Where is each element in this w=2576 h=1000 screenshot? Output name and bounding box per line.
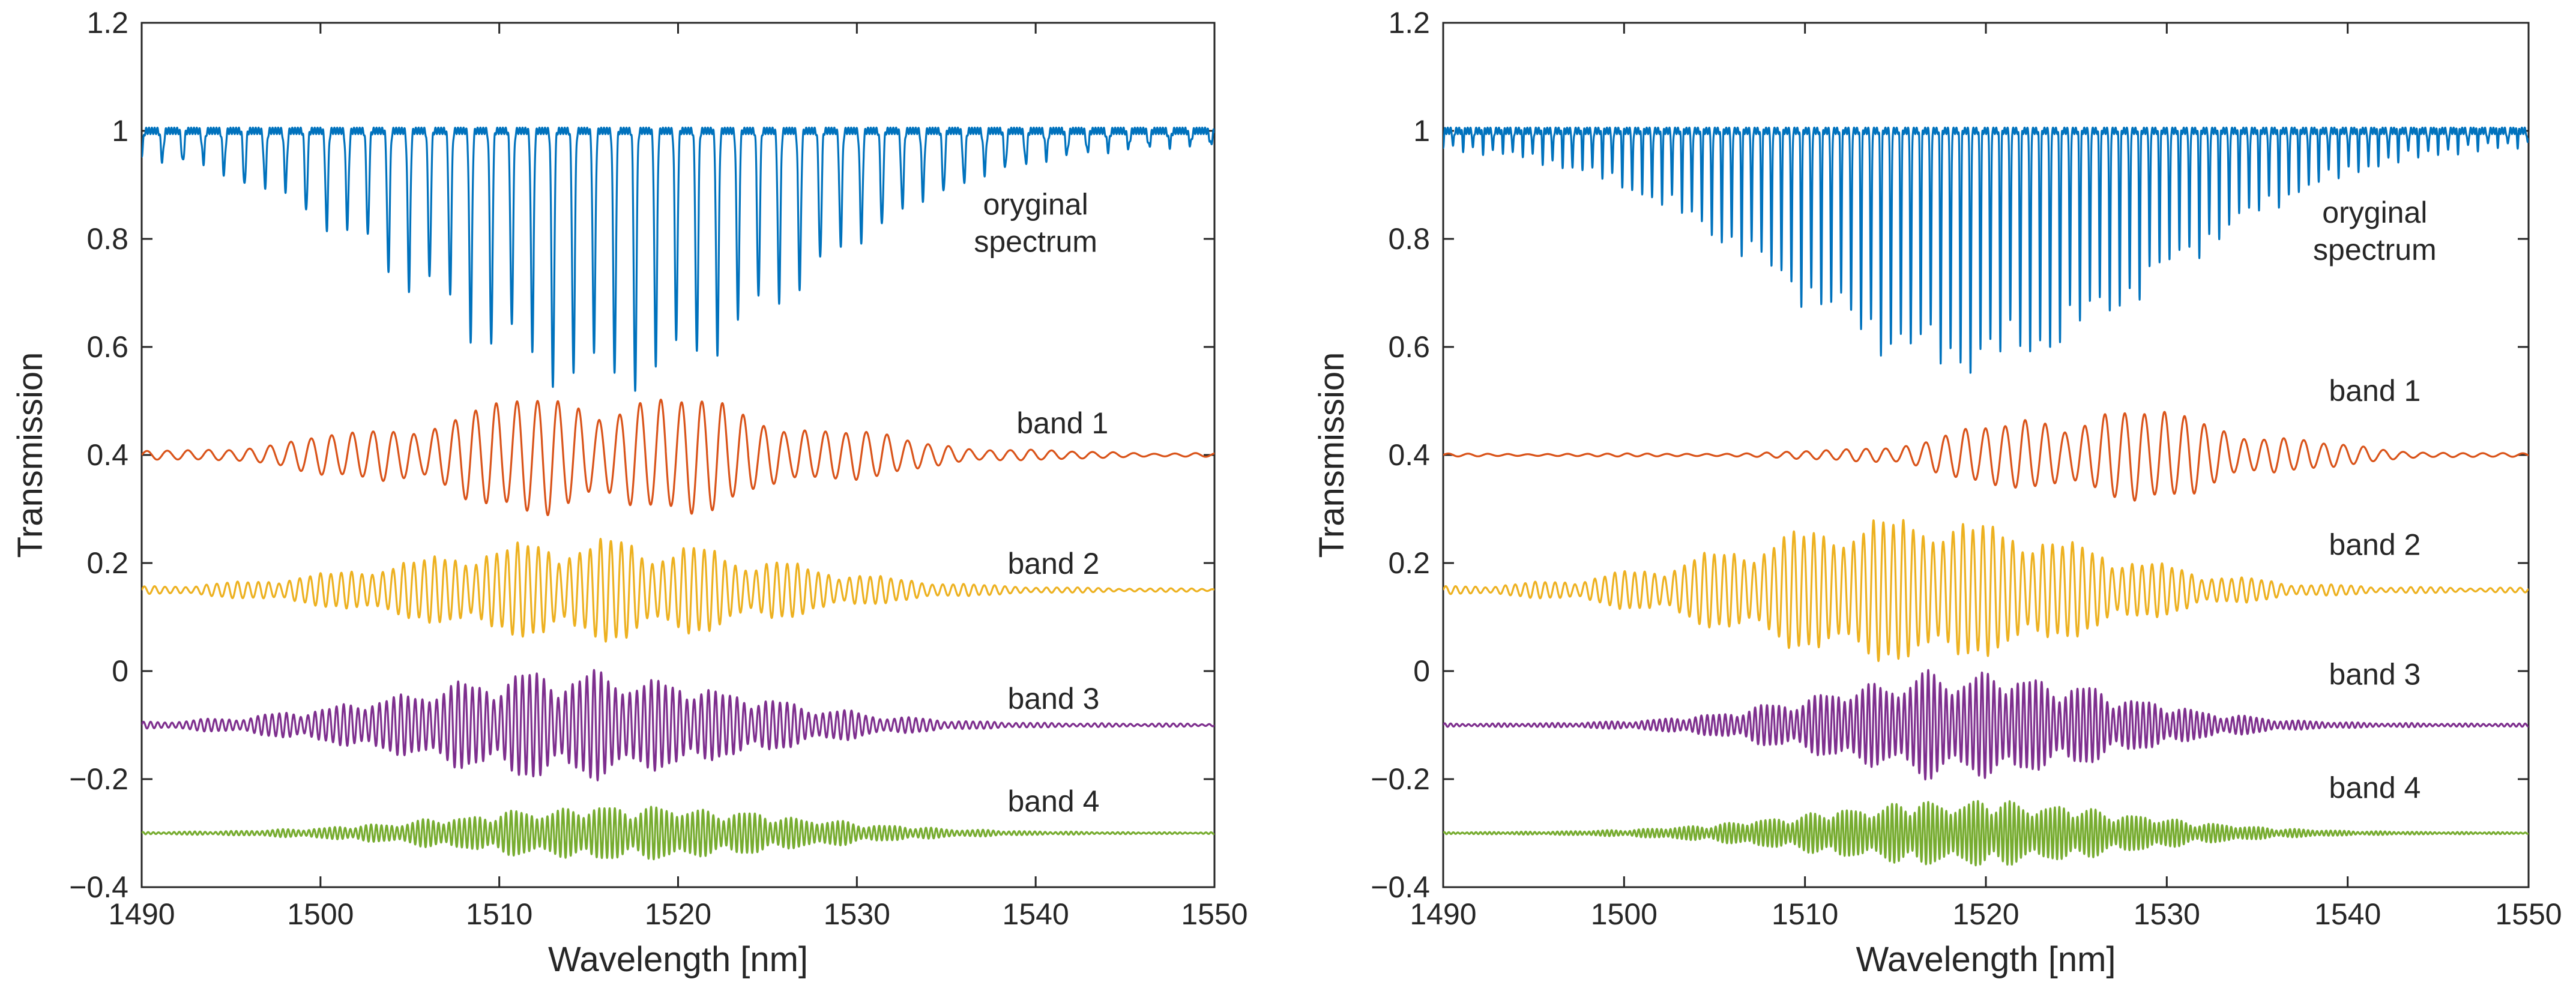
y-tick-label: 0.8	[1388, 222, 1430, 256]
series-annotation: band 1	[1016, 406, 1108, 440]
series-annotation: spectrum	[2313, 233, 2437, 267]
x-tick-label: 1510	[466, 897, 532, 931]
y-tick-label: 1	[112, 114, 128, 148]
y-tick-label: 1.2	[1388, 6, 1430, 40]
x-tick-label: 1490	[1410, 897, 1476, 931]
left-panel: 1490 1500 1510 1520 1530 1540 1550 −0.4 −0.2 0 0.2…	[11, 6, 1248, 979]
x-tick-label: 1520	[645, 897, 711, 931]
series-group	[1443, 127, 2529, 867]
y-tick-label: −0.4	[1371, 870, 1430, 904]
series-line	[1443, 519, 2529, 663]
series-annotation: band 3	[2329, 658, 2421, 691]
series-annotation: band 2	[2329, 528, 2421, 562]
series-line	[142, 399, 1214, 516]
series-line	[1443, 669, 2529, 781]
y-axis-label: Transmission	[11, 352, 50, 558]
x-tick-label: 1500	[287, 897, 354, 931]
x-tick-label: 1490	[108, 897, 175, 931]
x-tick-label: 1520	[1952, 897, 2019, 931]
y-tick-label: 0.6	[1388, 330, 1430, 364]
series-line	[142, 669, 1214, 782]
series-annotation: oryginal	[2322, 196, 2427, 229]
x-tick-label: 1530	[2134, 897, 2200, 931]
x-axis-label: Wavelength [nm]	[1856, 940, 2116, 979]
series-annotation: band 4	[1007, 785, 1099, 818]
x-tick-label: 1550	[2495, 897, 2562, 931]
y-tick-label: 1.2	[86, 6, 128, 40]
series-group	[142, 127, 1214, 861]
series-annotation: spectrum	[974, 225, 1097, 259]
y-tick-label: −0.2	[1371, 762, 1430, 796]
x-tick-label: 1510	[1772, 897, 1838, 931]
right-panel: 1490 1500 1510 1520 1530 1540 1550 −0.4 −0.2 0 0.2…	[1312, 6, 2562, 979]
y-tick-label: −0.4	[69, 870, 128, 904]
y-tick-label: 1	[1413, 114, 1430, 148]
y-tick-label: 0.8	[86, 222, 128, 256]
x-tick-label: 1540	[1003, 897, 1069, 931]
y-tick-label: 0.6	[86, 330, 128, 364]
x-axis-label: Wavelength [nm]	[548, 940, 808, 979]
x-tick-label: 1550	[1181, 897, 1247, 931]
y-tick-label: −0.2	[69, 762, 128, 796]
series-line	[142, 538, 1214, 643]
y-tick-label: 0	[1413, 654, 1430, 688]
series-line	[1443, 800, 2529, 867]
y-tick-label: 0.2	[1388, 546, 1430, 580]
y-axis-label: Transmission	[1312, 352, 1351, 558]
x-tick-label: 1540	[2314, 897, 2381, 931]
y-tick-label: 0	[112, 654, 128, 688]
series-annotation: band 4	[2329, 771, 2421, 805]
series-line	[1443, 411, 2529, 502]
series-annotation: oryginal	[983, 188, 1088, 221]
series-annotation: band 2	[1007, 547, 1099, 580]
series-line	[1443, 127, 2529, 374]
y-tick-label: 0.4	[86, 438, 128, 472]
y-tick-label: 0.4	[1388, 438, 1430, 472]
x-tick-label: 1530	[824, 897, 890, 931]
series-annotation: band 1	[2329, 374, 2421, 408]
series-line	[142, 127, 1214, 392]
y-tick-label: 0.2	[86, 546, 128, 580]
series-annotation: band 3	[1007, 682, 1099, 715]
series-line	[142, 806, 1214, 861]
x-tick-label: 1500	[1591, 897, 1658, 931]
